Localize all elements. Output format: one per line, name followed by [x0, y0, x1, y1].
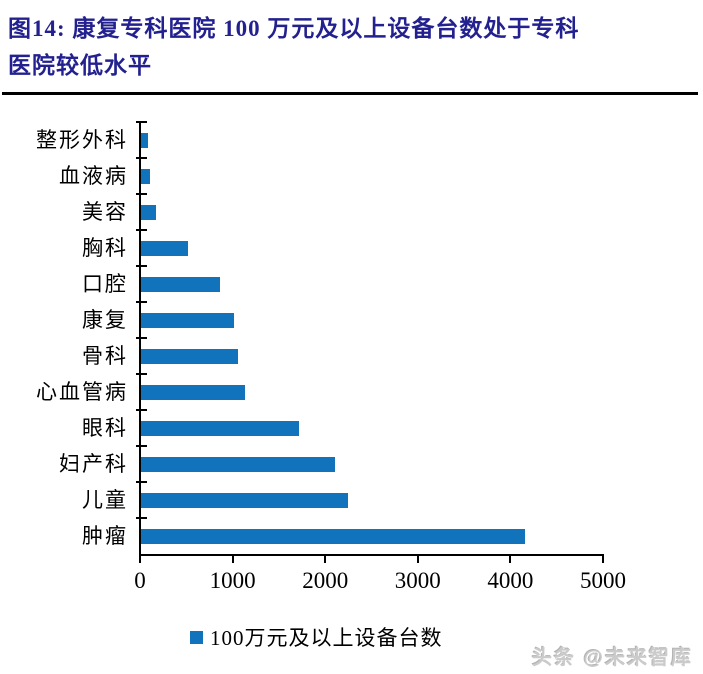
bar-儿童 — [141, 492, 349, 508]
y-axis-tick — [136, 409, 147, 411]
bar-胸科 — [141, 240, 189, 256]
x-axis-tick-label: 1000 — [209, 568, 256, 593]
y-axis-tick — [136, 121, 147, 123]
y-axis-tick — [136, 337, 147, 339]
x-axis-tick-label: 4000 — [487, 568, 534, 593]
x-axis-tick-label: 0 — [134, 568, 146, 593]
figure-title: 图14: 康复专科医院 100 万元及以上设备台数处于专科 医院较低水平 — [8, 10, 688, 84]
bar-妇产科 — [141, 456, 335, 472]
x-axis-tick — [139, 556, 141, 563]
category-label: 胸科 — [82, 236, 128, 260]
y-axis-tick — [136, 373, 147, 375]
bar-肿瘤 — [141, 528, 526, 544]
category-label: 肿瘤 — [82, 524, 128, 548]
y-axis-tick — [136, 265, 147, 267]
category-label: 儿童 — [82, 488, 128, 512]
bar-美容 — [141, 204, 156, 220]
x-axis-tick — [602, 556, 604, 563]
figure-title-line2: 医院较低水平 — [8, 53, 152, 78]
x-axis-tick — [416, 556, 419, 563]
legend-swatch-icon — [190, 630, 203, 644]
category-label: 美容 — [82, 200, 128, 224]
y-axis-tick — [136, 481, 147, 483]
figure-title-line1: 图14: 康复专科医院 100 万元及以上设备台数处于专科 — [8, 16, 580, 41]
y-axis-tick — [136, 301, 147, 303]
legend-series-label: 100万元及以上设备台数 — [210, 626, 443, 650]
bar-骨科 — [141, 348, 239, 364]
bar-整形外科 — [141, 132, 149, 148]
y-axis-tick — [136, 157, 147, 159]
category-label: 妇产科 — [59, 452, 128, 476]
x-axis-line — [139, 554, 604, 556]
title-divider-rule — [2, 92, 698, 95]
x-axis-tick — [509, 556, 512, 563]
category-label: 心血管病 — [36, 380, 128, 404]
watermark-credit: 头条 @未来智库 — [531, 647, 693, 669]
category-label: 眼科 — [82, 416, 128, 440]
category-label: 口腔 — [82, 272, 128, 296]
x-axis-tick — [324, 556, 327, 563]
category-label: 骨科 — [82, 344, 128, 368]
x-axis-tick-label: 5000 — [580, 568, 626, 593]
chart-legend: 100万元及以上设备台数 — [190, 622, 443, 652]
category-label: 血液病 — [59, 164, 128, 188]
category-label: 整形外科 — [36, 128, 128, 152]
x-axis-tick-label: 3000 — [394, 568, 441, 593]
x-axis-tick — [231, 556, 234, 563]
y-axis-tick — [136, 445, 147, 447]
y-axis-tick — [136, 517, 147, 519]
bar-心血管病 — [141, 384, 245, 400]
x-axis-tick-label: 2000 — [302, 568, 349, 593]
bar-眼科 — [141, 420, 300, 436]
y-axis-tick — [136, 229, 147, 231]
bar-口腔 — [141, 276, 220, 292]
category-label: 康复 — [82, 308, 128, 332]
y-axis-tick — [136, 193, 147, 195]
bar-康复 — [141, 312, 234, 328]
bar-血液病 — [141, 168, 151, 184]
